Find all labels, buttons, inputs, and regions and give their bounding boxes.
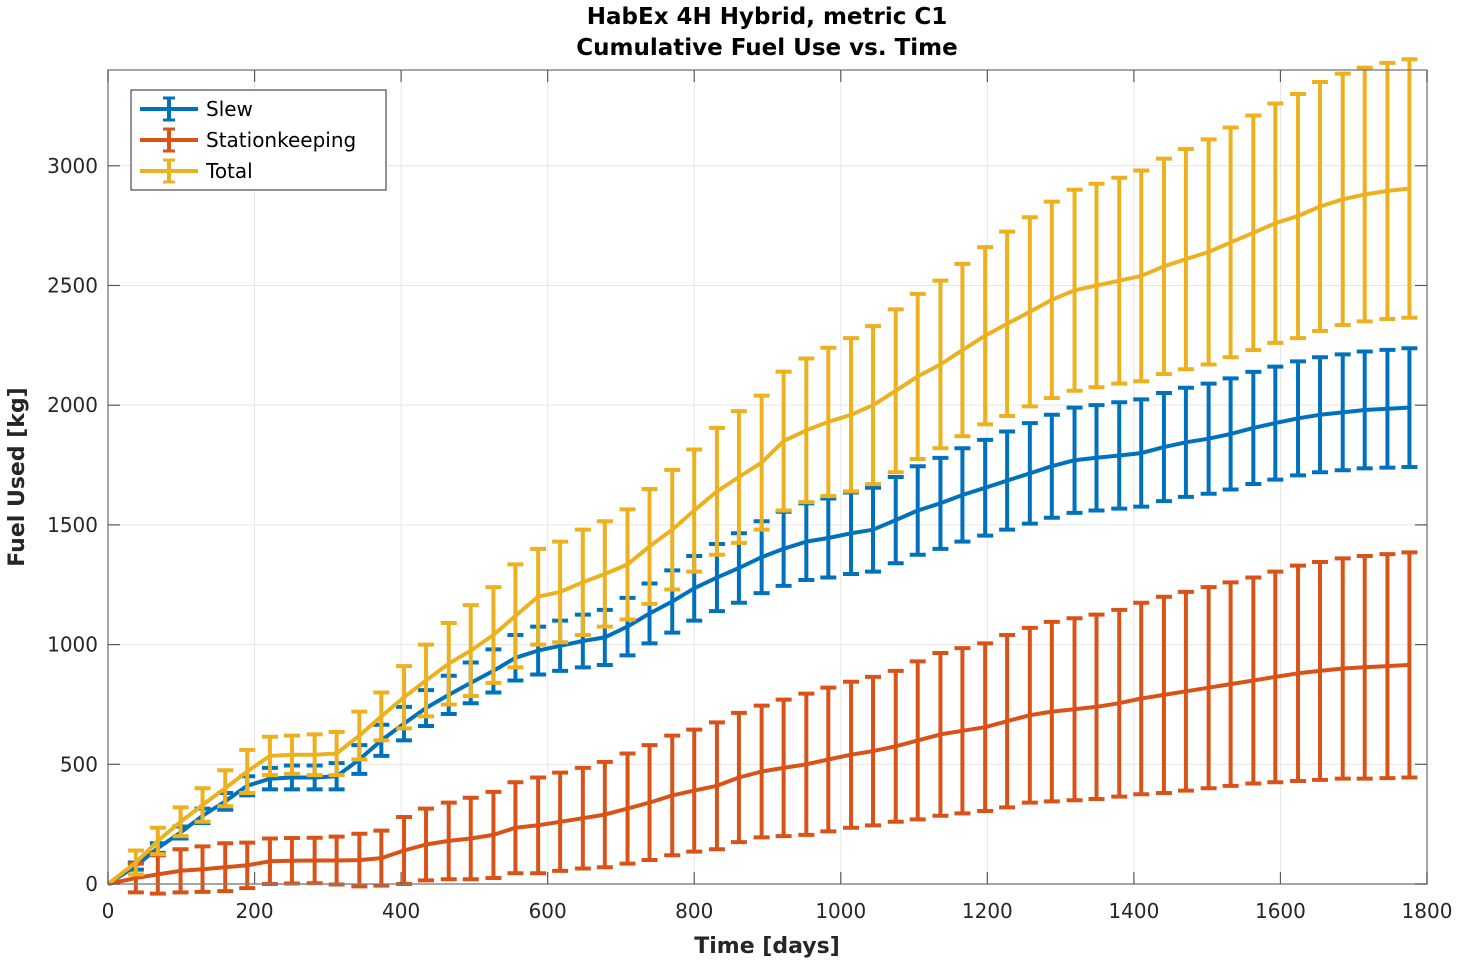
y-tick-label: 1500 — [47, 513, 98, 537]
axes-box — [107, 69, 1428, 885]
y-tick-label: 0 — [85, 872, 98, 896]
legend-label: Total — [205, 159, 253, 183]
legend[interactable]: Slew Stationkeeping Total — [130, 89, 387, 191]
y-tick-label: 1000 — [47, 633, 98, 657]
x-tick-label: 400 — [382, 899, 420, 923]
error-bar-total — [1401, 57, 1418, 320]
x-tick-label: 1800 — [1402, 899, 1453, 923]
x-tick-label: 1600 — [1255, 899, 1306, 923]
legend-item-slew[interactable]: Slew — [140, 96, 253, 122]
x-tick-label: 1400 — [1108, 899, 1159, 923]
series-slew — [106, 346, 1418, 886]
legend-label: Stationkeeping — [206, 128, 356, 152]
legend-label: Slew — [206, 97, 253, 121]
y-axis-label: Fuel Used [kg] — [5, 387, 30, 567]
series-total — [106, 57, 1418, 886]
y-tick-label: 3000 — [47, 154, 98, 178]
x-tick-label: 600 — [529, 899, 567, 923]
series-line-stationkeeping — [107, 662, 1410, 886]
y-tick-label: 2500 — [47, 273, 98, 297]
y-tick-label: 500 — [60, 752, 98, 776]
series-line-total — [106, 186, 1410, 886]
x-tick-label: 800 — [675, 899, 713, 923]
legend-item-total[interactable]: Total — [140, 158, 253, 184]
x-tick-label: 0 — [102, 899, 115, 923]
y-tick-label: 2000 — [47, 393, 98, 417]
error-bar-stationkeeping — [1401, 550, 1418, 780]
x-tick-label: 1000 — [815, 899, 866, 923]
chart-title-line-1: HabEx 4H Hybrid, metric C1 — [587, 4, 948, 30]
chart-title-line-2: Cumulative Fuel Use vs. Time — [576, 35, 957, 61]
x-axis-label: Time [days] — [694, 934, 840, 959]
x-tick-label: 1200 — [962, 899, 1013, 923]
legend-item-stationkeeping[interactable]: Stationkeeping — [140, 127, 356, 153]
ticks: 0 200 400 600 800 1000 1200 1400 1600 1800 0 500 100… — [47, 70, 1452, 923]
series-stationkeeping — [107, 550, 1418, 896]
x-tick-label: 200 — [235, 899, 273, 923]
series-layer — [106, 57, 1418, 896]
series-line-slew — [106, 405, 1410, 886]
error-bar-slew — [1401, 346, 1418, 469]
